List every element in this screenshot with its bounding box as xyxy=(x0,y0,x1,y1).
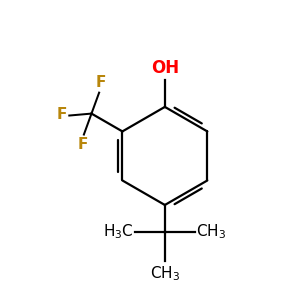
Text: CH$_3$: CH$_3$ xyxy=(150,264,180,283)
Text: F: F xyxy=(77,137,88,152)
Text: OH: OH xyxy=(151,58,179,76)
Text: CH$_3$: CH$_3$ xyxy=(196,222,226,241)
Text: H$_3$C: H$_3$C xyxy=(103,222,134,241)
Text: F: F xyxy=(56,107,67,122)
Text: F: F xyxy=(95,75,106,90)
